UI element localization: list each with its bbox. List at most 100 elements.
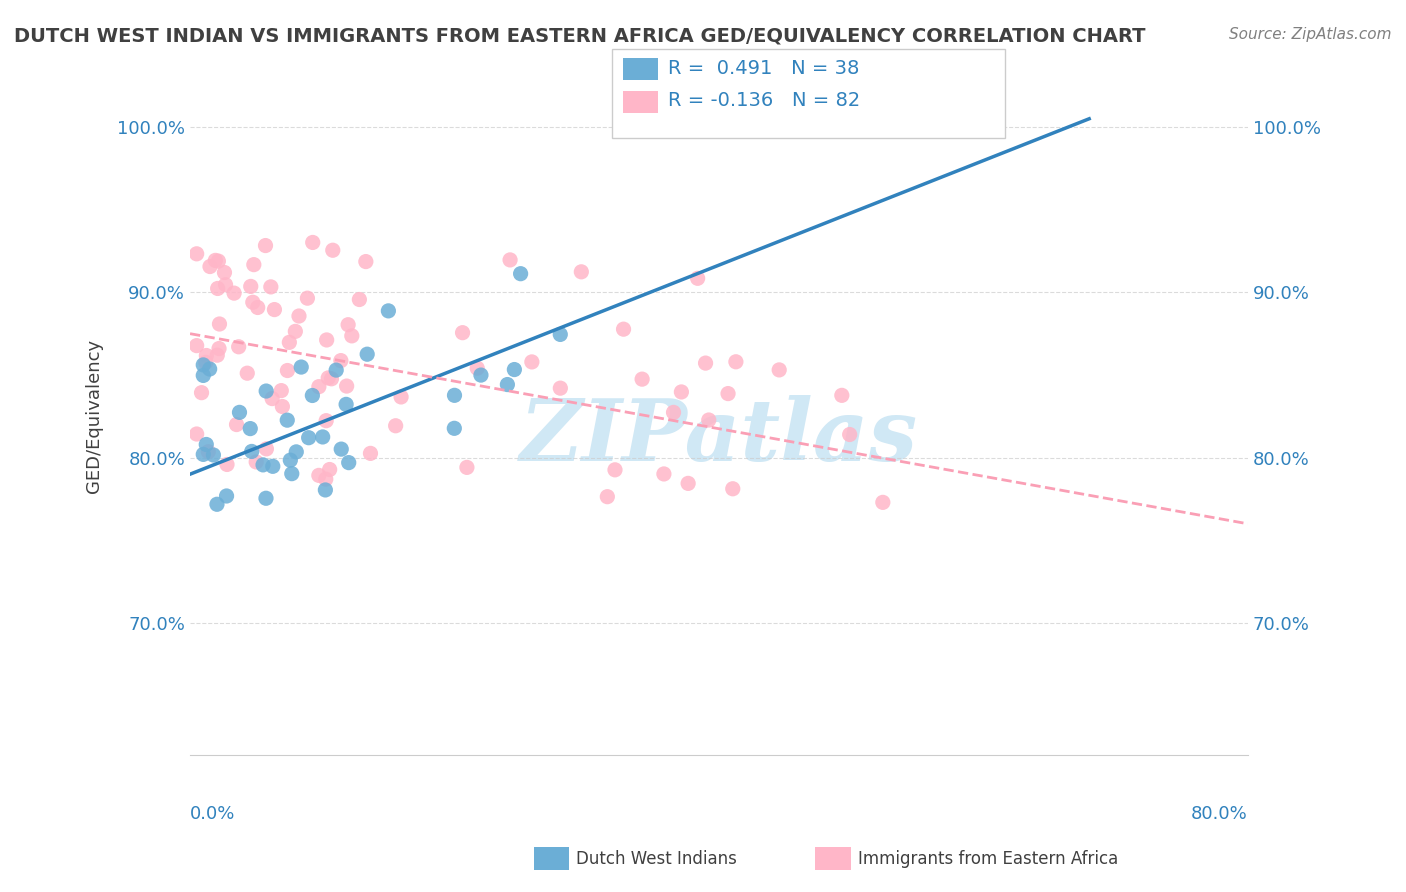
Point xyxy=(509,267,531,281)
Point xyxy=(330,442,353,457)
Point xyxy=(246,301,269,315)
Point xyxy=(186,338,208,352)
Point xyxy=(281,467,304,481)
Point xyxy=(717,386,740,401)
Point xyxy=(443,421,465,435)
Point xyxy=(308,468,330,483)
Point xyxy=(195,437,218,451)
Point xyxy=(721,482,744,496)
Point xyxy=(193,358,215,372)
Point xyxy=(603,463,626,477)
Point xyxy=(297,291,319,305)
Point xyxy=(831,388,853,402)
Point xyxy=(208,342,231,356)
Point xyxy=(276,413,298,427)
Point xyxy=(336,379,359,393)
Point xyxy=(335,397,357,411)
Point xyxy=(676,476,699,491)
Point xyxy=(236,366,259,380)
Point xyxy=(384,418,406,433)
Point xyxy=(337,318,360,332)
Point xyxy=(872,495,894,509)
Point xyxy=(186,247,208,261)
Point xyxy=(252,458,274,472)
Point xyxy=(290,360,312,375)
Point xyxy=(225,417,247,432)
Point xyxy=(354,254,377,268)
Point xyxy=(284,324,307,338)
Point xyxy=(451,326,474,340)
Point xyxy=(569,265,592,279)
Point xyxy=(228,405,250,419)
Point xyxy=(465,361,488,376)
Point xyxy=(222,286,245,301)
Point xyxy=(260,280,283,294)
Point xyxy=(301,235,323,250)
Point xyxy=(254,238,277,252)
Point xyxy=(204,253,226,268)
Text: ZIPatlas: ZIPatlas xyxy=(520,395,918,478)
Point xyxy=(202,448,225,462)
Point xyxy=(359,446,381,460)
Point xyxy=(389,390,412,404)
Point xyxy=(197,444,219,458)
Point xyxy=(308,379,330,393)
Point xyxy=(240,444,263,458)
Text: Immigrants from Eastern Africa: Immigrants from Eastern Africa xyxy=(858,850,1118,868)
Point xyxy=(193,368,215,383)
Point xyxy=(340,329,363,343)
Point xyxy=(263,302,285,317)
Point xyxy=(315,333,337,347)
Point xyxy=(686,271,709,285)
Point xyxy=(285,445,308,459)
Point xyxy=(695,356,717,370)
Point xyxy=(245,455,267,469)
Point xyxy=(215,458,238,472)
Point xyxy=(377,304,399,318)
Point xyxy=(186,427,208,442)
Point xyxy=(254,442,277,456)
Y-axis label: GED/Equivalency: GED/Equivalency xyxy=(86,339,103,493)
Point xyxy=(242,295,264,310)
Point xyxy=(228,340,250,354)
Point xyxy=(214,266,236,280)
Point xyxy=(207,254,229,268)
Point xyxy=(193,447,215,461)
Point xyxy=(316,371,339,385)
Point xyxy=(322,244,344,258)
Text: DUTCH WEST INDIAN VS IMMIGRANTS FROM EASTERN AFRICA GED/EQUIVALENCY CORRELATION : DUTCH WEST INDIAN VS IMMIGRANTS FROM EAS… xyxy=(14,27,1146,45)
Point xyxy=(301,388,323,402)
Point xyxy=(321,372,343,386)
Point xyxy=(356,347,378,361)
Text: R = -0.136   N = 82: R = -0.136 N = 82 xyxy=(668,91,860,111)
Point xyxy=(262,392,284,406)
Point xyxy=(254,491,277,506)
Point xyxy=(195,349,218,363)
Point xyxy=(724,355,747,369)
Point xyxy=(550,381,572,395)
Point xyxy=(662,405,685,419)
Point xyxy=(314,483,336,497)
Point xyxy=(214,277,236,292)
Point xyxy=(254,384,277,398)
Point xyxy=(349,293,371,307)
Point xyxy=(298,431,321,445)
Point xyxy=(652,467,675,481)
Point xyxy=(315,414,337,428)
Point xyxy=(208,317,231,331)
Point xyxy=(311,430,333,444)
Point xyxy=(768,363,790,377)
Point xyxy=(520,355,543,369)
Point xyxy=(548,327,571,342)
Point xyxy=(278,335,301,350)
Text: R =  0.491   N = 38: R = 0.491 N = 38 xyxy=(668,59,859,78)
Point xyxy=(496,377,519,392)
Point xyxy=(205,497,228,511)
Point xyxy=(239,421,262,435)
Point xyxy=(280,453,302,467)
Point xyxy=(631,372,654,386)
Point xyxy=(697,413,720,427)
Point xyxy=(315,472,337,486)
Point xyxy=(596,490,619,504)
Point xyxy=(262,459,284,474)
